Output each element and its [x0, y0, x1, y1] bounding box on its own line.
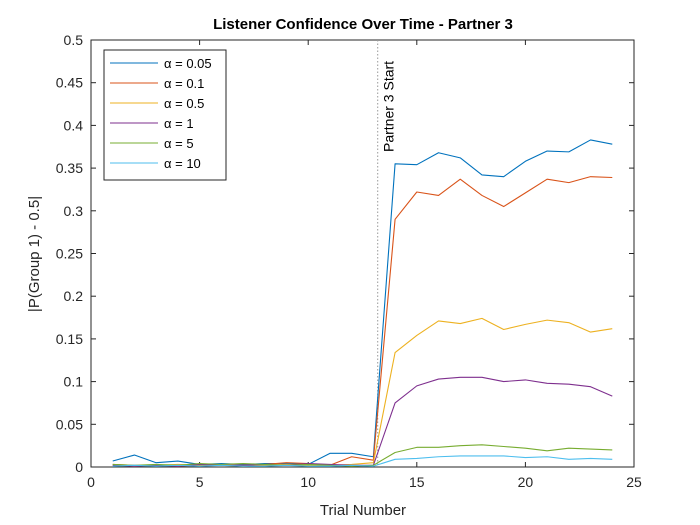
y-tick-label: 0.05	[56, 416, 83, 432]
legend-box	[103, 49, 227, 181]
plot-area: 0 5 10 15 20 25 0 0.05 0.1 0.15 0.2 0.25 0.3 0.35 0.4 0…	[56, 32, 642, 490]
x-tick-label: 5	[196, 474, 204, 490]
chart-title: Listener Confidence Over Time - Partner …	[213, 16, 513, 33]
legend-label: α = 0.5	[164, 96, 204, 111]
x-tick-label: 0	[87, 474, 95, 490]
y-axis-label: |P(Group 1) - 0.5|	[26, 196, 43, 312]
x-tick-label: 15	[409, 474, 425, 490]
legend-label: α = 0.1	[164, 76, 204, 91]
y-tick-label: 0.45	[56, 75, 83, 91]
legend-label: α = 0.05	[164, 56, 212, 71]
x-tick-label: 25	[626, 474, 642, 490]
y-tick-label: 0.35	[56, 160, 83, 176]
y-tick-label: 0.15	[56, 331, 83, 347]
y-tick-label: 0.2	[64, 288, 84, 304]
legend-label: α = 5	[164, 136, 194, 151]
y-tick-label: 0.3	[64, 203, 84, 219]
x-tick-label: 20	[518, 474, 534, 490]
x-axis-label: Trial Number	[320, 502, 406, 519]
x-tick-label: 10	[300, 474, 316, 490]
y-tick-label: 0.1	[64, 374, 84, 390]
legend-label: α = 10	[164, 156, 201, 171]
series-line-6	[112, 455, 613, 467]
y-tick-label: 0	[75, 459, 83, 475]
partner-start-annotation: Partner 3 Start	[381, 61, 397, 152]
legend: α = 0.05 α = 0.1 α = 0.5 α = 1 α = 5 α = 10	[103, 49, 227, 181]
legend-label: α = 1	[164, 116, 194, 131]
y-tick-label: 0.4	[64, 117, 84, 133]
y-tick-label: 0.5	[64, 32, 84, 48]
y-tick-label: 0.25	[56, 246, 83, 262]
